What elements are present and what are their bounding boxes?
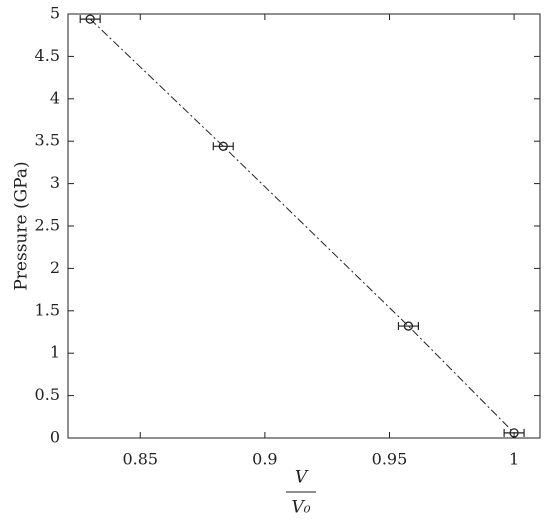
y-axis-label: Pressure (GPa)	[12, 161, 32, 290]
plot-frame	[67, 13, 541, 439]
y-tick-label: 4.5	[35, 46, 60, 65]
data-point	[403, 321, 414, 331]
y-tick-label: 1	[50, 343, 60, 362]
x-tick-label: 1	[509, 450, 519, 469]
x-axis-label-denominator: V₀	[291, 498, 310, 518]
x-tick-label: 0.9	[252, 450, 277, 469]
fit-line	[89, 18, 515, 434]
y-tick-label: 5	[50, 4, 60, 23]
data-point	[85, 14, 95, 24]
x-axis-label-numerator: V	[295, 468, 309, 488]
y-tick-label: 4	[50, 88, 60, 107]
y-tick-label: 0.5	[35, 385, 60, 404]
data-point	[509, 428, 519, 438]
y-tick-label: 0	[50, 428, 60, 447]
data-point	[218, 141, 228, 151]
y-tick-label: 2.5	[35, 216, 60, 235]
y-tick-label: 3	[50, 173, 60, 192]
y-tick-label: 3.5	[35, 131, 60, 150]
y-tick-label: 2	[50, 258, 60, 277]
x-tick-label: 0.95	[372, 450, 408, 469]
x-tick-label: 0.85	[122, 450, 158, 469]
y-tick-label: 1.5	[35, 300, 60, 319]
